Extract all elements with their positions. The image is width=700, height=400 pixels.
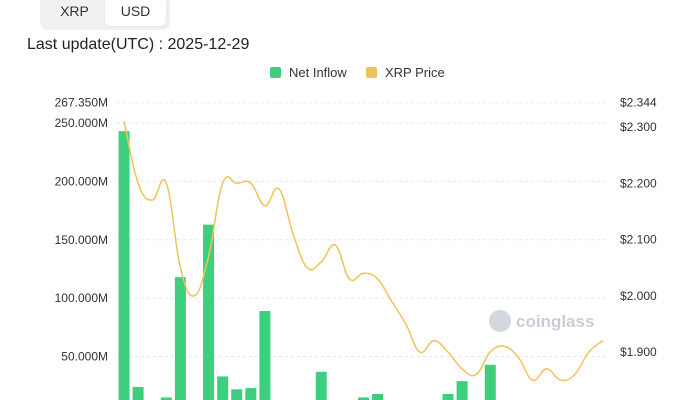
- y-right-tick-label: $2.300: [620, 120, 657, 134]
- net-inflow-bar: [358, 397, 369, 400]
- legend-swatch-xrp-price: [366, 67, 377, 78]
- net-inflow-bar: [132, 386, 144, 400]
- legend: Net Inflow XRP Price: [0, 65, 700, 83]
- net-inflow-bar: [203, 224, 215, 400]
- coinglass-watermark: coinglass: [489, 310, 594, 332]
- net-inflow-bar: [259, 311, 271, 400]
- y-right-tick-label: $2.200: [620, 176, 657, 190]
- net-inflow-bar: [118, 131, 130, 400]
- net-inflow-bar: [484, 364, 496, 400]
- y-left-tick-label: 150.000M: [55, 233, 108, 247]
- net-inflow-bar: [456, 381, 468, 400]
- net-inflow-bar: [315, 371, 327, 400]
- legend-label-net-inflow: Net Inflow: [289, 65, 347, 80]
- y-left-tick-label: 250.000M: [55, 116, 108, 130]
- y-right-tick-label: $2.100: [620, 233, 657, 247]
- watermark-text: coinglass: [516, 312, 594, 331]
- y-left-tick-label: 267.350M: [55, 96, 108, 110]
- net-inflow-bar: [217, 376, 229, 400]
- xrp-price-line: [123, 121, 604, 382]
- y-left-tick-label: 100.000M: [55, 291, 108, 305]
- net-inflow-bar: [231, 389, 243, 400]
- toggle-xrp[interactable]: XRP: [60, 3, 89, 19]
- net-inflow-bar: [372, 393, 384, 400]
- legend-label-xrp-price: XRP Price: [385, 65, 445, 80]
- y-left-tick-label: 50.000M: [61, 350, 108, 364]
- y-right-tick-label: $1.900: [620, 345, 657, 359]
- y-right-tick-label: $2.000: [620, 289, 657, 303]
- net-inflow-bar: [174, 277, 186, 400]
- net-inflow-bar: [160, 397, 172, 400]
- last-update-text: Last update(UTC) : 2025-12-29: [27, 36, 250, 53]
- net-inflow-bar: [442, 393, 454, 400]
- legend-item-net-inflow[interactable]: Net Inflow: [270, 65, 347, 80]
- legend-item-xrp-price[interactable]: XRP Price: [366, 65, 445, 80]
- y-right-tick-label: $2.344: [620, 95, 657, 109]
- net-inflow-bar: [245, 388, 257, 400]
- legend-swatch-net-inflow: [270, 67, 281, 78]
- y-left-tick-label: 200.000M: [55, 174, 108, 188]
- toggle-usd[interactable]: USD: [105, 0, 166, 26]
- currency-toggle: XRP USD: [40, 0, 170, 30]
- coinglass-logo-icon: [489, 310, 511, 332]
